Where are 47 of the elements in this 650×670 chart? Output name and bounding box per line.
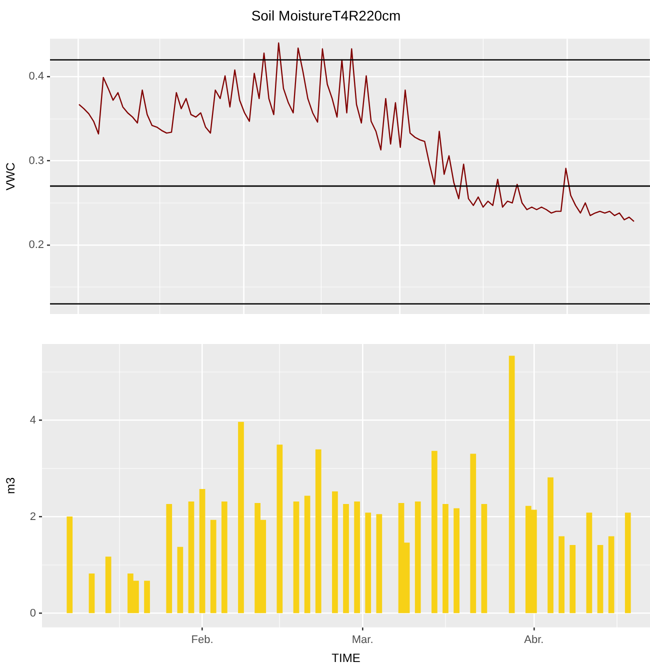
- bar: [558, 536, 564, 614]
- bar: [88, 573, 95, 614]
- y-axis-title: VWC: [4, 162, 18, 190]
- y-tick-label: 2: [30, 510, 36, 523]
- bar: [343, 504, 349, 614]
- bar: [221, 502, 228, 614]
- bar: [470, 454, 476, 614]
- bar: [354, 502, 360, 614]
- bar: [376, 514, 382, 614]
- bar: [332, 491, 338, 614]
- bar: [276, 444, 283, 614]
- bar: [304, 496, 310, 614]
- bar: [608, 536, 614, 614]
- bar: [481, 504, 488, 614]
- bar: [624, 512, 631, 614]
- bar: [508, 356, 515, 614]
- bar: [432, 450, 438, 614]
- x-axis-title: TIME: [332, 651, 360, 666]
- x-tick-label: Abr.: [524, 634, 544, 646]
- bar: [66, 516, 73, 614]
- bar: [293, 502, 300, 614]
- y-tick-label: 0.4: [28, 70, 44, 83]
- bar: [570, 544, 576, 614]
- bar: [365, 512, 372, 614]
- bar: [188, 502, 194, 614]
- y-tick-label: 0: [30, 607, 36, 620]
- bar: [548, 477, 554, 614]
- bar: [144, 580, 150, 614]
- y-tick-label: 4: [30, 414, 36, 426]
- y-axis-title: m3: [4, 477, 18, 494]
- bar: [238, 422, 244, 614]
- bar: [414, 502, 421, 614]
- bar: [442, 504, 448, 614]
- y-tick-label: 0.2: [28, 239, 44, 252]
- bar: [315, 449, 322, 614]
- chart-title: Soil MoistureT4R220cm: [251, 7, 401, 24]
- bar: [105, 556, 112, 614]
- bar: [166, 504, 172, 614]
- bar: [597, 544, 604, 614]
- y-tick-label: 0.3: [28, 154, 44, 167]
- bar: [454, 508, 460, 614]
- bar: [177, 546, 184, 614]
- x-tick-label: Feb.: [191, 634, 214, 646]
- x-tick-label: Mar.: [352, 634, 374, 646]
- bar: [586, 512, 592, 614]
- bar: [199, 488, 206, 614]
- bar: [210, 520, 216, 614]
